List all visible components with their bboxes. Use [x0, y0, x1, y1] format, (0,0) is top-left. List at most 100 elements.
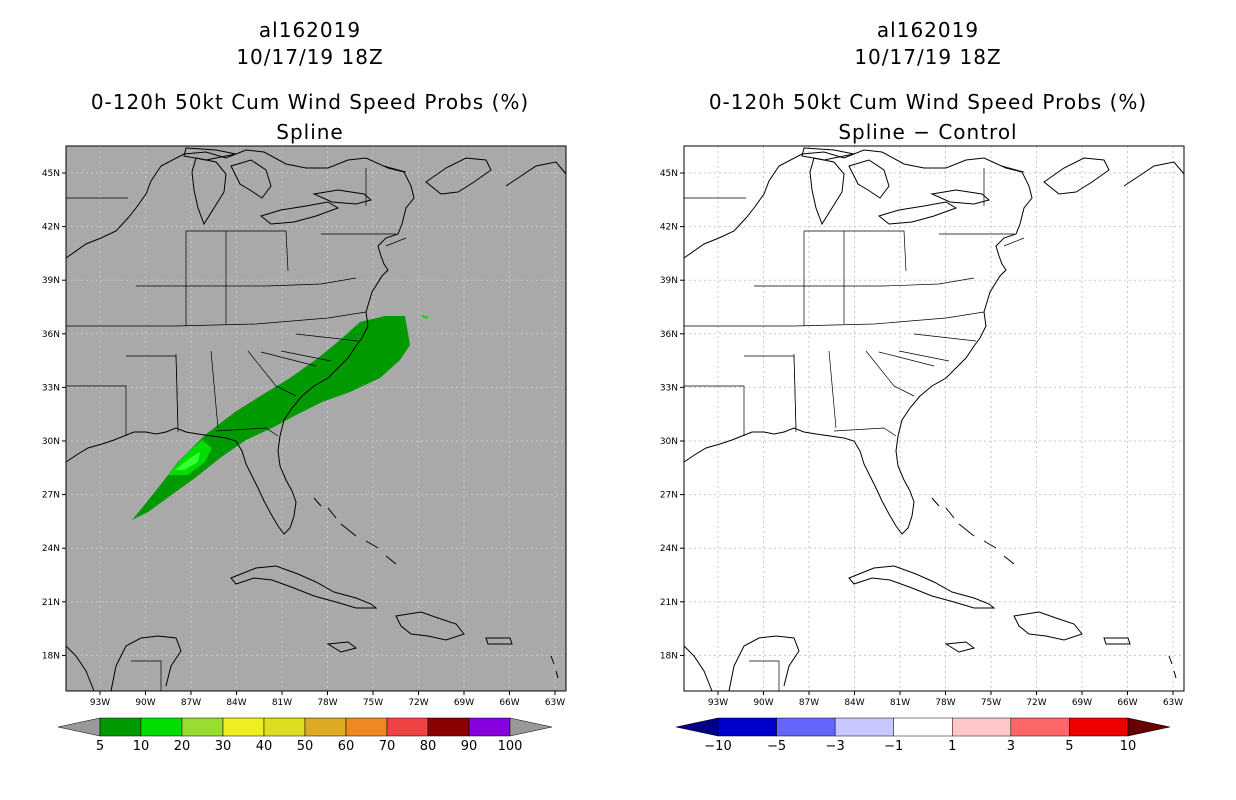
lon-label: 84W: [844, 698, 864, 708]
colorbar-swatch: [222, 717, 265, 737]
colorbar-label: 70: [379, 739, 396, 754]
colorbar-label: 5: [1065, 739, 1073, 754]
lat-label: 36N: [660, 330, 678, 340]
right-datetime: 10/17/19 18Z: [854, 45, 1002, 69]
colorbar-swatch: [140, 717, 183, 737]
lon-label: 75W: [363, 698, 383, 708]
colorbar-swatch: [263, 717, 306, 737]
colorbar-label: 10: [133, 739, 150, 754]
lon-label: 72W: [408, 698, 428, 708]
left-colorbar: 5 10 20 30 40 50 60 70 80 90 100: [57, 717, 553, 754]
lon-label: 63W: [545, 698, 565, 708]
lon-label: 69W: [454, 698, 474, 708]
lon-label: 87W: [799, 698, 819, 708]
colorbar-swatch: [952, 717, 1012, 737]
left-subtitle: Spline: [276, 120, 344, 144]
right-storm-id: al162019: [876, 18, 980, 42]
lon-label: 66W: [499, 698, 519, 708]
colorbar-swatch: [468, 717, 511, 737]
colorbar-label: 50: [297, 739, 314, 754]
right-product-title: 0-120h 50kt Cum Wind Speed Probs (%): [708, 90, 1148, 114]
left-datetime: 10/17/19 18Z: [236, 45, 384, 69]
colorbar-swatch: [834, 717, 894, 737]
lon-label: 84W: [226, 698, 246, 708]
colorbar-label: −1: [884, 739, 903, 754]
swath-outer: [132, 316, 410, 520]
lat-label: 21N: [660, 598, 678, 608]
lon-label: 87W: [181, 698, 201, 708]
colorbar-label: 3: [1007, 739, 1015, 754]
lat-label: 30N: [660, 437, 678, 447]
left-gridlines: [66, 146, 566, 691]
right-subtitle: Spline − Control: [838, 120, 1018, 144]
colorbar-under-arrow: [57, 717, 101, 737]
lon-label: 93W: [708, 698, 728, 708]
lon-label: 90W: [753, 698, 773, 708]
lon-label: 90W: [135, 698, 155, 708]
colorbar-label: 30: [215, 739, 232, 754]
colorbar-swatch: [776, 717, 836, 737]
lon-label: 75W: [981, 698, 1001, 708]
left-probability-swath: [132, 315, 429, 520]
swath-core: [175, 452, 200, 470]
lon-label: 69W: [1072, 698, 1092, 708]
left-longitude-labels: 93W 90W 87W 84W 81W 78W 75W 72W 69W 66W 63W: [90, 691, 565, 708]
lat-label: 39N: [42, 276, 60, 286]
left-latitude-labels: 45N 42N 39N 36N 33N 30N 27N 24N 21N 18N: [42, 169, 66, 661]
colorbar-swatch: [1069, 717, 1129, 737]
right-colorbar: −10 −5 −3 −1 1 3 5 10: [675, 717, 1171, 754]
lat-label: 45N: [660, 169, 678, 179]
left-map-frame: [65, 145, 567, 692]
colorbar-label: −3: [826, 739, 845, 754]
lat-label: 18N: [42, 651, 60, 661]
colorbar-label: 100: [498, 739, 523, 754]
colorbar-swatch: [181, 717, 224, 737]
colorbar-label: 20: [174, 739, 191, 754]
right-map: 45N 42N 39N 36N 33N 30N 27N 24N 21N 18N 93W 90W 87W…: [660, 145, 1185, 708]
lat-label: 27N: [42, 491, 60, 501]
lat-label: 30N: [42, 437, 60, 447]
colorbar-under-arrow: [675, 717, 719, 737]
lon-label: 81W: [890, 698, 910, 708]
lon-label: 78W: [935, 698, 955, 708]
lon-label: 78W: [317, 698, 337, 708]
lat-label: 42N: [660, 223, 678, 233]
lat-label: 45N: [42, 169, 60, 179]
left-storm-id: al162019: [258, 18, 362, 42]
colorbar-swatch: [345, 717, 388, 737]
lon-label: 72W: [1026, 698, 1046, 708]
colorbar-label: 5: [96, 739, 104, 754]
lat-label: 21N: [42, 598, 60, 608]
colorbar-over-arrow: [509, 717, 553, 737]
lon-label: 63W: [1163, 698, 1183, 708]
left-map-background: [65, 145, 567, 692]
colorbar-label: −5: [767, 739, 786, 754]
right-map-frame: [683, 145, 1185, 692]
lat-label: 27N: [660, 491, 678, 501]
colorbar-label: 90: [461, 739, 478, 754]
colorbar-swatch: [304, 717, 347, 737]
lon-label: 93W: [90, 698, 110, 708]
colorbar-swatch: [717, 717, 777, 737]
lat-label: 39N: [660, 276, 678, 286]
colorbar-swatch: [893, 717, 953, 737]
lat-label: 18N: [660, 651, 678, 661]
colorbar-swatch: [99, 717, 142, 737]
swath-speck: [421, 315, 429, 319]
colorbar-label: 10: [1120, 739, 1137, 754]
right-latitude-labels: 45N 42N 39N 36N 33N 30N 27N 24N 21N 18N: [660, 169, 684, 661]
right-map-background: [683, 145, 1185, 692]
lat-label: 24N: [42, 544, 60, 554]
lon-label: 81W: [272, 698, 292, 708]
colorbar-label: 60: [338, 739, 355, 754]
left-map: 45N 42N 39N 36N 33N 30N 27N 24N 21N 18N 93W 90W 87W…: [42, 145, 567, 708]
lon-label: 66W: [1117, 698, 1137, 708]
lat-label: 33N: [42, 383, 60, 393]
right-gridlines: [684, 146, 1184, 691]
colorbar-over-arrow: [1127, 717, 1171, 737]
lat-label: 36N: [42, 330, 60, 340]
lat-label: 33N: [660, 383, 678, 393]
swath-inner: [168, 440, 212, 475]
